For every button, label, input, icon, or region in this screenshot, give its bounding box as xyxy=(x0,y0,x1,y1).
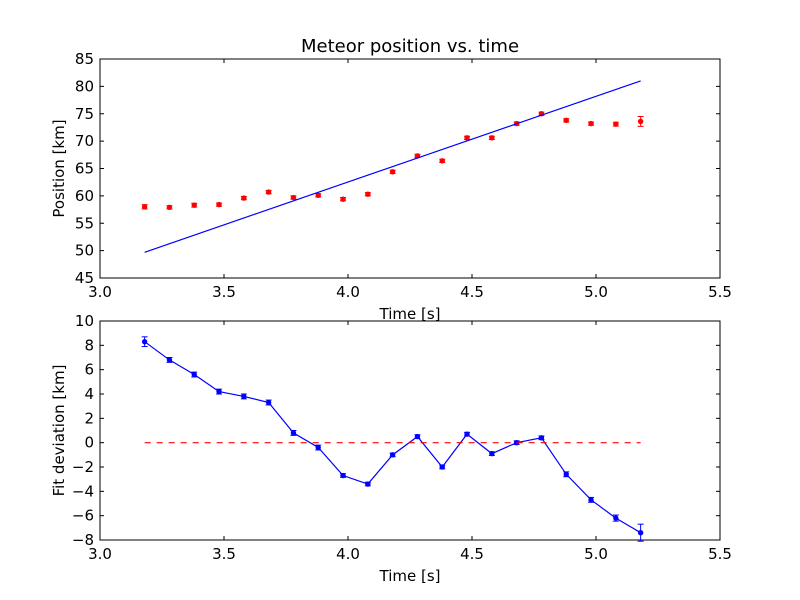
x-tick-label: 5.0 xyxy=(584,545,608,563)
data-point xyxy=(637,530,644,536)
y-tick-label: 60 xyxy=(75,187,94,205)
data-point xyxy=(141,338,148,345)
data-point xyxy=(637,118,644,125)
x-tick-label: 5.5 xyxy=(708,283,732,301)
data-point xyxy=(613,515,619,521)
data-point xyxy=(414,433,421,440)
data-point xyxy=(389,452,396,458)
y-tick-label: −4 xyxy=(72,482,94,500)
data-point xyxy=(216,388,222,395)
chart-title: Meteor position vs. time xyxy=(301,36,519,57)
y-tick-label: 50 xyxy=(75,242,94,260)
x-tick-label: 3.5 xyxy=(212,545,236,563)
x-tick-label: 4.5 xyxy=(460,545,484,563)
data-point xyxy=(588,120,594,127)
y-tick-label: 10 xyxy=(75,312,94,330)
data-point xyxy=(365,191,371,197)
x-axis-label: Time [s] xyxy=(379,305,441,323)
data-point xyxy=(464,431,470,437)
y-tick-label: −8 xyxy=(72,531,94,549)
data-point xyxy=(389,169,396,175)
plot-frame xyxy=(99,320,721,541)
y-tick-label: 70 xyxy=(75,132,94,150)
x-tick-label: 3.5 xyxy=(212,283,236,301)
data-point xyxy=(315,444,321,451)
plot-frame xyxy=(99,58,721,279)
y-tick-label: 0 xyxy=(84,434,94,452)
data-point xyxy=(613,121,619,127)
data-point xyxy=(439,464,445,470)
x-tick-label: 4.5 xyxy=(460,283,484,301)
y-tick-label: 80 xyxy=(75,77,94,95)
data-point xyxy=(141,204,148,210)
x-tick-label: 4.0 xyxy=(336,283,360,301)
x-axis-label: Time [s] xyxy=(379,567,441,585)
data-point xyxy=(340,196,346,202)
data-point xyxy=(265,189,272,195)
data-point xyxy=(464,135,470,141)
x-tick-label: 3.0 xyxy=(88,545,112,563)
y-tick-label: 85 xyxy=(75,50,94,68)
data-point xyxy=(241,195,247,201)
data-point xyxy=(489,135,495,141)
y-tick-label: 4 xyxy=(84,385,94,403)
y-tick-label: 55 xyxy=(75,214,94,232)
data-point xyxy=(166,204,173,211)
x-tick-label: 4.0 xyxy=(336,545,360,563)
data-point xyxy=(265,399,272,406)
y-tick-label: 45 xyxy=(75,269,94,287)
data-point xyxy=(191,371,197,378)
y-tick-label: 6 xyxy=(84,361,94,379)
y-tick-label: 2 xyxy=(84,409,94,427)
data-point xyxy=(216,201,222,208)
data-point xyxy=(489,450,495,457)
x-tick-label: 5.0 xyxy=(584,283,608,301)
data-point xyxy=(166,357,173,363)
data-point xyxy=(588,497,594,503)
chart-panel-2: 3.0 3.5 4.0 4.5 5.0 5.5 −8 −6 −4 −2 0 2 4 6 8 10 Time [s… xyxy=(50,312,732,585)
y-tick-label: 8 xyxy=(84,336,94,354)
data-point xyxy=(290,194,297,201)
y-tick-label: 75 xyxy=(75,105,94,123)
chart-panel-1: 3.0 3.5 4.0 4.5 5.0 5.5 45 50 55 60 65 70 75 80 85 Time… xyxy=(50,36,732,323)
data-point xyxy=(340,472,346,479)
series-line xyxy=(144,341,641,534)
data-point xyxy=(365,481,371,487)
data-point xyxy=(315,192,321,199)
data-point xyxy=(439,158,445,164)
data-point xyxy=(290,430,297,436)
data-point xyxy=(563,117,569,124)
y-tick-label: −6 xyxy=(72,507,94,525)
data-point xyxy=(538,435,545,441)
y-axis-label: Fit deviation [km] xyxy=(50,365,68,497)
y-tick-label: −2 xyxy=(72,458,94,476)
y-axis-label: Position [km] xyxy=(50,119,68,217)
x-tick-label: 5.5 xyxy=(708,545,732,563)
y-tick-label: 65 xyxy=(75,160,94,178)
data-point xyxy=(241,393,247,400)
series-line xyxy=(144,80,641,253)
data-point xyxy=(191,202,197,208)
x-tick-label: 3.0 xyxy=(88,283,112,301)
data-point xyxy=(563,471,569,477)
